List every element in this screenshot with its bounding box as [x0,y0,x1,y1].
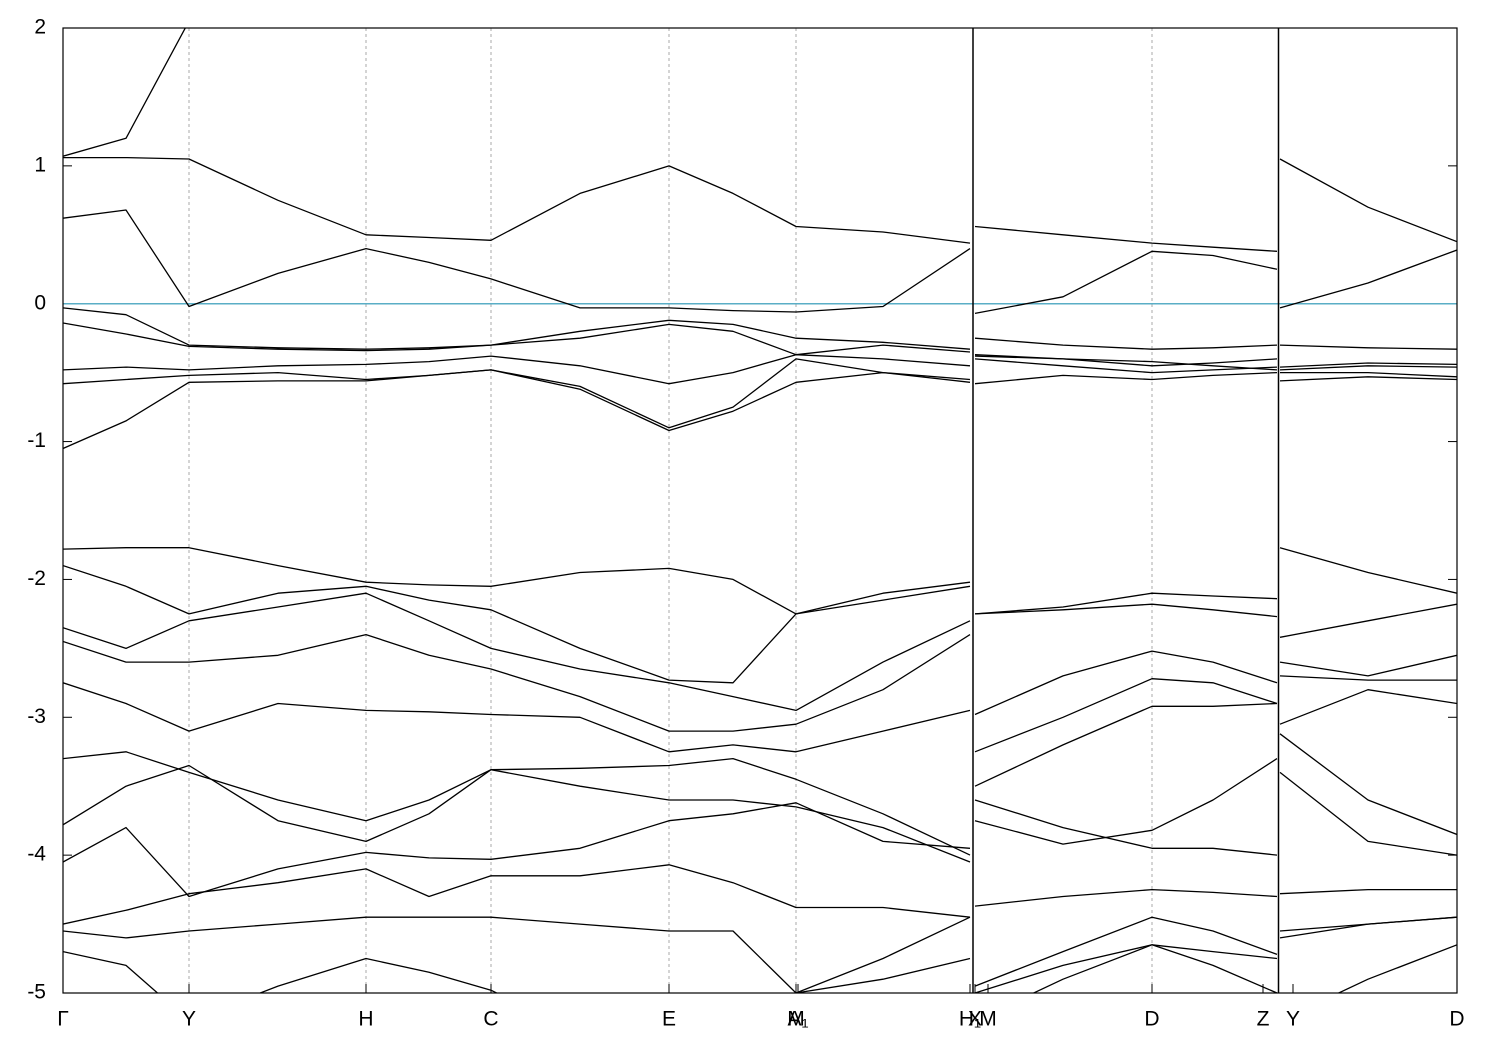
frame [62,27,1458,994]
x-tick-label: M [979,1008,997,1031]
band-line [63,682,1457,787]
x-tick-label: A₁ [787,1008,808,1031]
y-tick-label: -2 [27,567,46,590]
y-tick-label: -5 [27,981,46,1004]
x-tick-label: X [968,1008,982,1031]
band-line [63,564,1457,684]
x-tick-label: C [483,1008,498,1031]
plot-area [63,28,1457,993]
band-line [63,209,1457,315]
band-line [63,156,1457,252]
x-tick-label: Y [182,1008,196,1031]
band-line [63,28,187,157]
x-tick-label: M [787,1008,805,1031]
y-tick-label: 0 [34,291,46,314]
x-tick-label: Y [1286,1008,1300,1031]
x-tick-label: D [1144,1008,1159,1031]
band-line [63,592,1457,716]
band-line [63,354,1457,385]
band-line [63,358,1457,450]
grid [62,27,1458,994]
x-tick-label: Z [1257,1008,1270,1031]
y-tick-label: -3 [27,705,46,728]
y-tick-label: -1 [27,429,46,452]
band-line [63,802,1457,907]
y-tick-label: -4 [27,843,46,866]
y-tick-label: 2 [34,16,46,39]
y-tick-label: 1 [34,153,46,176]
band-line [63,944,1457,993]
x-tick-label: D [1449,1008,1464,1031]
x-tick-label: H [358,1008,373,1031]
x-tick-label: H₁ [959,1008,981,1031]
band-line [63,633,1457,753]
x-tick-label: E [662,1008,676,1031]
x-tick-label: Γ [57,1008,69,1031]
band-line [63,758,1457,863]
